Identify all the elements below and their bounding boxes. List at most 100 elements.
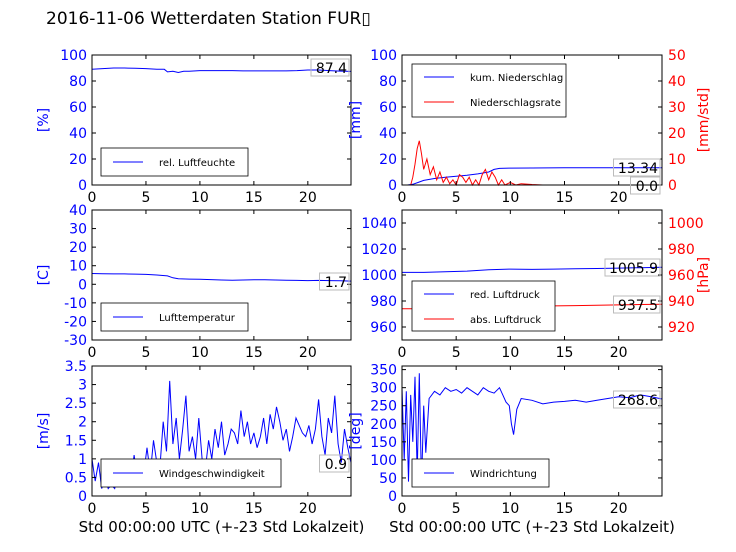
y-tick-label: 100 (370, 48, 397, 64)
y-tick-label: 60 (69, 100, 87, 116)
x-tick-label: 0 (88, 190, 97, 206)
y-tick-label: 0 (388, 178, 397, 194)
y-right-tick-label: 10 (668, 152, 686, 168)
x-axis-label: Std 00:00:00 UTC (+-23 Std Lokalzeit) (389, 518, 675, 536)
y-tick-label: 250 (370, 399, 397, 415)
y-tick-label: 1040 (361, 216, 397, 232)
plot-frame-wind-direction (401, 365, 663, 497)
y-tick-label: 10 (69, 259, 87, 275)
legend-box (411, 458, 550, 488)
x-tick-label: 20 (299, 190, 317, 206)
y-tick-label: 2 (78, 415, 87, 431)
y-axis-label: [%] (36, 108, 52, 132)
x-tick-label: 15 (245, 501, 263, 517)
y-tick-label: 50 (379, 471, 397, 487)
y-right-tick-label: 40 (668, 74, 686, 90)
last-value-label: 1005.9 (609, 261, 658, 277)
series-line-humidity-0 (91, 67, 352, 74)
y-right-tick-label: 50 (668, 48, 686, 64)
x-tick-label: 10 (501, 501, 519, 517)
y-tick-label: 0 (78, 277, 87, 293)
last-value-label-2: 937.5 (618, 298, 658, 314)
x-tick-label: 15 (245, 345, 263, 361)
last-value-label-2-box (630, 176, 661, 195)
x-tick-label: 10 (191, 501, 209, 517)
y-right-tick-label: 920 (668, 320, 695, 336)
chart-title: 2016-11-06 Wetterdaten Station FUR▯ (46, 9, 371, 29)
legend-box (411, 63, 567, 118)
x-tick-label: 0 (398, 501, 407, 517)
y-axis-label: [m/s] (36, 413, 52, 450)
x-tick-label: 20 (299, 345, 317, 361)
y-tick-label: 0.5 (65, 470, 87, 486)
series-line-wind-direction-0 (401, 373, 663, 486)
last-value-label: 1.7 (325, 275, 347, 291)
legend-label: Windgeschwindigkeit (159, 469, 265, 480)
y-tick-label: 40 (69, 126, 87, 142)
x-tick-label: 20 (299, 501, 317, 517)
x-tick-label: 5 (141, 345, 150, 361)
plot-frame-precipitation (401, 54, 663, 186)
y-tick-label: 150 (370, 435, 397, 451)
x-tick-label: 15 (245, 190, 263, 206)
legend-box (411, 280, 556, 332)
x-tick-label: 0 (398, 190, 407, 206)
y-right-tick-label: 0 (668, 178, 677, 194)
y-right-tick-label: 20 (668, 126, 686, 142)
y-tick-label: 0 (388, 489, 397, 505)
panel-precipitation: 0 5 10 15 20 0 20 40 60 80 100 0 10 20 30 40 50 [mm] [mm/s… (348, 48, 712, 206)
last-value-label-box (613, 390, 661, 409)
y-axis-label: [mm] (348, 101, 364, 139)
panel-wind-direction: 0 5 10 15 20050100150200250300350[deg]268.6W… (348, 363, 675, 536)
x-tick-label: 10 (501, 190, 519, 206)
y-tick-label: 350 (370, 363, 397, 379)
panel-humidity: 0 5 10 15 20 0 20 40 60 80 100 [%] 87.4 rel. Luftfeuc… (36, 48, 352, 206)
y-axis-label: [deg] (348, 412, 364, 449)
y-tick-label: 960 (370, 320, 397, 336)
last-value-label: 0.9 (325, 457, 347, 473)
y-tick-label: 100 (370, 453, 397, 469)
x-tick-label: 5 (452, 345, 461, 361)
y-tick-label: 980 (370, 294, 397, 310)
y-axis-label: [C] (36, 265, 52, 286)
legend-label: Windrichtung (470, 469, 537, 480)
series-line-temperature-0 (91, 273, 352, 282)
y-tick-label: -20 (64, 314, 87, 330)
x-tick-label: 10 (191, 190, 209, 206)
y-tick-label: 60 (379, 100, 397, 116)
legend-label: Niederschlagsrate (470, 98, 561, 109)
legend-label: abs. Luftdruck (470, 315, 541, 326)
y-tick-label: 300 (370, 381, 397, 397)
y-tick-label: 1.5 (65, 433, 87, 449)
x-tick-label: 5 (141, 190, 150, 206)
last-value-label-box (319, 454, 350, 473)
y-tick-label: 3 (78, 378, 87, 394)
legend-label: red. Luftdruck (470, 290, 540, 301)
y-right-axis-label: [mm/std] (696, 88, 712, 153)
x-tick-label: 5 (452, 190, 461, 206)
x-tick-label: 15 (556, 501, 574, 517)
legend-label: rel. Luftfeuchte (159, 158, 235, 169)
y-tick-label: 1020 (361, 242, 397, 258)
y-right-tick-label: 960 (668, 268, 695, 284)
y-tick-label: 80 (69, 74, 87, 90)
y-right-tick-label: 940 (668, 294, 695, 310)
legend-label: Lufttemperatur (159, 313, 236, 324)
y-tick-label: 2.5 (65, 396, 87, 412)
y-tick-label: 0 (78, 489, 87, 505)
series-line-pressure-0 (402, 266, 663, 273)
x-tick-label: 10 (501, 345, 519, 361)
y-tick-label: 1 (78, 452, 87, 468)
last-value-label: 87.4 (316, 61, 347, 77)
x-tick-label: 5 (141, 501, 150, 517)
last-value-label: 13.34 (618, 161, 658, 177)
legend-label: kum. Niederschlag (470, 73, 563, 84)
x-tick-label: 20 (610, 501, 628, 517)
last-value-label-box (613, 158, 661, 177)
y-tick-label: -10 (64, 296, 87, 312)
y-tick-label: 20 (69, 152, 87, 168)
y-tick-label: 80 (379, 74, 397, 90)
series-line-precipitation-1 (402, 140, 662, 187)
x-tick-label: 10 (191, 345, 209, 361)
